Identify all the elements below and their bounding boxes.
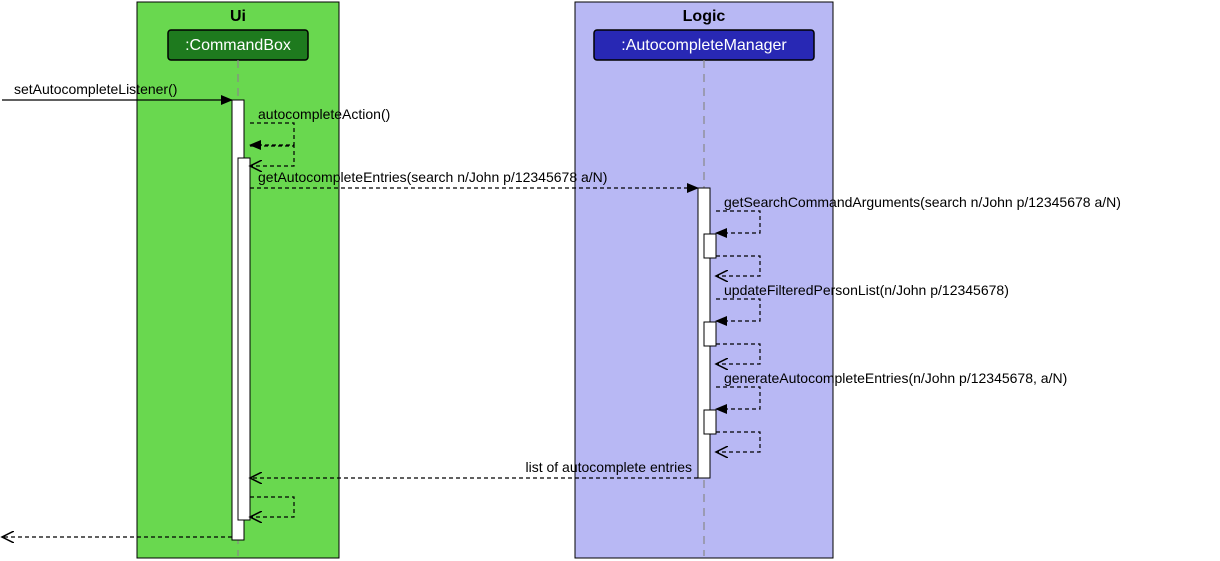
msg-m1: setAutocompleteListener() — [14, 81, 177, 97]
sequence-diagram: Ui :CommandBox Logic :AutocompleteManager s… — [0, 0, 1220, 561]
participant-header-label-ui: :CommandBox — [185, 37, 291, 54]
activation-logic-3 — [704, 234, 716, 258]
activation-logic-4 — [704, 322, 716, 346]
msg-m2: autocompleteAction() — [258, 106, 390, 122]
participant-title-ui: Ui — [230, 8, 246, 25]
activation-ui-1 — [238, 158, 250, 520]
msg-m4: getSearchCommandArguments(search n/John … — [724, 194, 1121, 210]
participant-header-label-logic: :AutocompleteManager — [621, 37, 787, 54]
activation-logic-5 — [704, 410, 716, 434]
participant-title-logic: Logic — [683, 8, 726, 25]
msg-m6: generateAutocompleteEntries(n/John p/123… — [724, 370, 1067, 386]
msg-m3: getAutocompleteEntries(search n/John p/1… — [258, 169, 607, 185]
msg-m7: list of autocomplete entries — [525, 459, 692, 475]
msg-m5: updateFilteredPersonList(n/John p/123456… — [724, 282, 1009, 298]
